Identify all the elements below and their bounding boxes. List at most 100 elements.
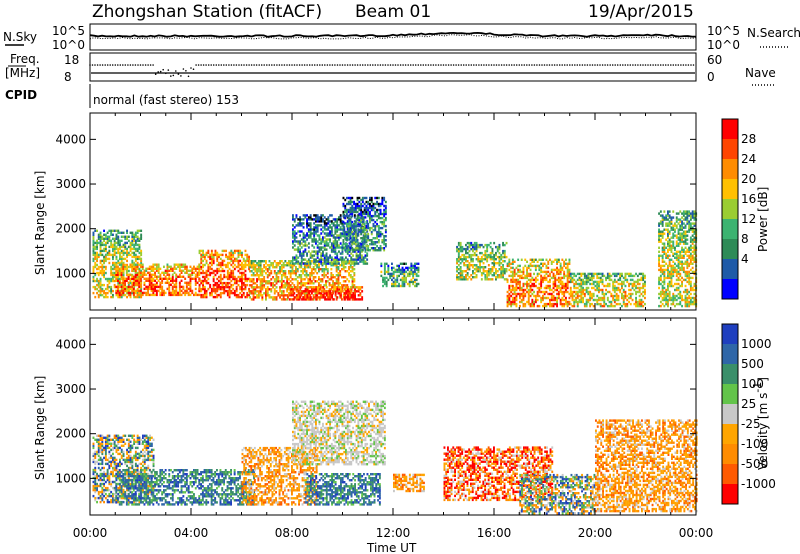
echo-cell: [470, 258, 473, 261]
echo-cell: [318, 258, 321, 261]
nave-point: [551, 64, 553, 66]
nave-point: [614, 64, 616, 66]
echo-cell: [312, 276, 315, 279]
echo-cell: [96, 291, 98, 295]
echo-cell: [357, 254, 360, 257]
echo-cell: [545, 290, 548, 294]
echo-cell: [573, 278, 576, 282]
echo-cell: [379, 232, 382, 236]
echo-cell: [367, 208, 370, 212]
echo-cell: [337, 290, 340, 293]
echo-cell: [624, 290, 627, 294]
echo-cell: [529, 288, 532, 292]
echo-cell: [212, 257, 215, 261]
echo-cell: [406, 274, 409, 278]
echo-cell: [661, 280, 664, 284]
echo-cell: [115, 293, 118, 297]
echo-cell: [194, 275, 197, 278]
echo-cell: [295, 268, 297, 271]
echo-cell: [99, 289, 102, 293]
echo-cell: [540, 268, 543, 272]
echo-cell: [576, 300, 579, 304]
echo-cell: [661, 296, 664, 300]
echo-cell: [304, 234, 307, 237]
echo-cell: [119, 243, 121, 247]
echo-cell: [480, 255, 483, 259]
echo-cell: [138, 289, 141, 293]
echo-cell: [140, 263, 143, 267]
echo-cell: [381, 216, 384, 220]
echo-cell: [280, 294, 283, 297]
echo-cell: [122, 277, 125, 280]
echo-cell: [531, 282, 534, 286]
echo-cell: [658, 282, 660, 286]
echo-cell: [92, 243, 95, 247]
echo-cell: [327, 222, 330, 225]
nave-point: [553, 64, 556, 66]
echo-cell: [659, 232, 662, 235]
echo-cell: [308, 298, 311, 301]
echo-cell: [309, 236, 312, 239]
echo-cell: [519, 264, 521, 268]
echo-cell: [642, 282, 645, 286]
echo-cell: [606, 304, 609, 308]
echo-cell: [367, 235, 370, 238]
echo-cell: [129, 287, 132, 291]
echo-cell: [624, 274, 627, 278]
echo-cell: [203, 271, 206, 275]
echo-cell: [117, 239, 120, 242]
nave-point: [326, 64, 329, 66]
echo-cell: [369, 206, 371, 210]
echo-cell: [99, 237, 102, 240]
echo-cell: [335, 266, 338, 269]
echo-cell: [585, 288, 588, 292]
echo-cell: [316, 266, 319, 269]
echo-cell: [658, 276, 660, 280]
echo-cell: [349, 232, 352, 236]
echo-cell: [157, 269, 160, 272]
echo-cell: [301, 290, 303, 293]
echo-cell: [412, 270, 415, 274]
echo-cell: [127, 293, 130, 297]
echo-cell: [403, 262, 406, 265]
echo-cell: [498, 260, 501, 263]
echo-cell: [498, 245, 501, 249]
echo-cell: [370, 198, 373, 202]
echo-cell: [110, 231, 113, 234]
echo-cell: [275, 296, 278, 299]
echo-cell: [568, 302, 571, 306]
echo-cell: [367, 200, 370, 204]
echo-cell: [315, 242, 317, 245]
echo-cell: [299, 222, 301, 225]
echo-cell: [99, 235, 102, 238]
echo-cell: [325, 260, 328, 263]
echo-cell: [479, 268, 481, 271]
nave-point: [170, 75, 172, 77]
echo-cell: [381, 202, 384, 206]
echo-cell: [122, 271, 125, 275]
echo-cell: [482, 266, 485, 269]
nave-point: [296, 64, 298, 66]
echo-cell: [533, 258, 535, 261]
echo-cell: [101, 265, 104, 269]
echo-cell: [661, 292, 664, 296]
echo-cell: [108, 239, 111, 242]
echo-cell: [147, 285, 149, 289]
echo-cell: [252, 288, 255, 291]
echo-cell: [332, 224, 335, 227]
echo-cell: [244, 253, 247, 257]
echo-cell: [372, 228, 375, 232]
echo-cell: [233, 259, 236, 263]
echo-cell: [459, 241, 462, 245]
echo-cell: [335, 282, 338, 285]
echo-cell: [578, 300, 581, 304]
echo-cell: [344, 294, 347, 297]
echo-cell: [305, 298, 308, 301]
echo-cell: [335, 274, 338, 277]
echo-cell: [519, 296, 521, 300]
echo-cell: [94, 261, 97, 265]
echo-cell: [624, 304, 627, 308]
echo-cell: [259, 264, 262, 267]
echo-cell: [526, 272, 528, 276]
nave-point: [215, 64, 218, 66]
